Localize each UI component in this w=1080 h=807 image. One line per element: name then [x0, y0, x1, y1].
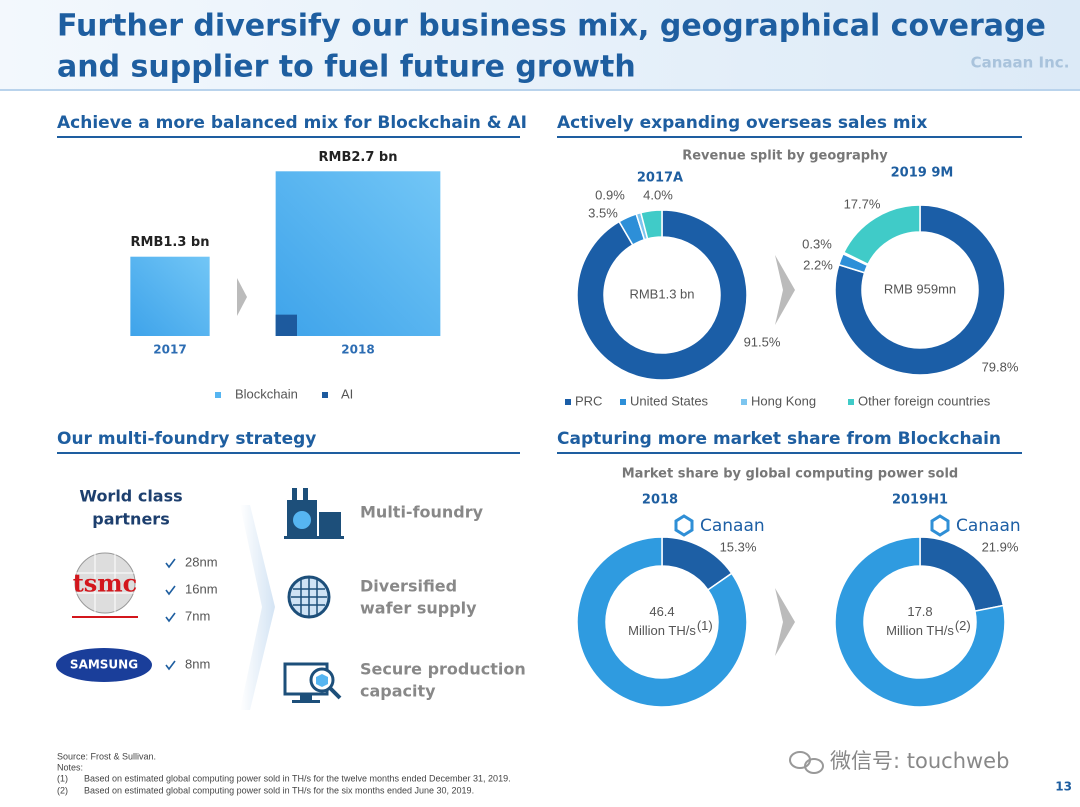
legend-label: Blockchain: [235, 386, 298, 401]
check: [165, 585, 176, 596]
value-label: 0.3%: [802, 236, 832, 251]
legend-label: PRC: [575, 393, 602, 408]
value-label: 15.3%: [720, 539, 757, 554]
donut-slice: [834, 536, 1006, 708]
header-band: [0, 0, 1080, 90]
check: [165, 660, 176, 671]
category-label: Canaan: [956, 516, 1021, 536]
center-label: RMB 959mn: [884, 281, 956, 296]
process-node: 28nm: [185, 554, 218, 569]
donut-slice: [639, 209, 663, 240]
section-title: Actively expanding overseas sales mix: [557, 113, 927, 133]
arrow: [775, 255, 795, 325]
donut-slice: [576, 209, 748, 381]
tsmc-logo: [72, 552, 138, 618]
value-label: 21.9%: [982, 539, 1019, 554]
note-text: Based on estimated global computing powe…: [84, 785, 474, 795]
value-label: 91.5%: [744, 334, 781, 349]
legend-marker: [215, 392, 221, 398]
value-label: 0.9%: [595, 187, 625, 202]
category-label: 2018: [341, 343, 374, 357]
section-title: Achieve a more balanced mix for Blockcha…: [57, 113, 527, 133]
note-mark: (1): [57, 773, 68, 783]
section-title: Our multi-foundry strategy: [57, 429, 316, 449]
strategy: Diversified: [360, 577, 457, 596]
title: Further diversify our business mix, geog…: [57, 9, 1046, 44]
donut-slice: [842, 204, 921, 266]
donut-slice: [834, 204, 1006, 376]
partner-name: tsmc: [73, 569, 138, 598]
logo-mark: [674, 514, 694, 537]
watermark: 微信号: touchweb: [830, 749, 1009, 773]
strategy: capacity: [360, 682, 436, 701]
process-node: 7nm: [185, 608, 210, 623]
logo: Canaan Inc.: [971, 54, 1070, 72]
partner-name: SAMSUNG: [70, 658, 138, 672]
source: Source: Frost & Sullivan.: [57, 751, 156, 761]
center-label: Million TH/s: [886, 623, 954, 638]
pie-title: 2017A: [637, 171, 683, 186]
legend-label: AI: [341, 386, 353, 401]
legend-label: Hong Kong: [751, 393, 816, 408]
chevron: [240, 505, 275, 710]
center-label: Million TH/s: [628, 623, 696, 638]
value-label: 2.2%: [803, 257, 833, 272]
watermark-icon: [789, 751, 824, 774]
legend-marker: [565, 399, 571, 405]
legend-label: United States: [630, 393, 709, 408]
legend-marker: [741, 399, 747, 405]
notes-title: Notes:: [57, 762, 83, 772]
blockchain-square: [130, 256, 210, 336]
center-label: 46.4: [649, 604, 674, 619]
samsung-logo: [56, 648, 152, 682]
process-node: 8nm: [185, 656, 210, 671]
wafer-icon: [287, 575, 331, 619]
ai-square: [275, 314, 297, 336]
section-rules: [57, 136, 1022, 454]
check: [165, 612, 176, 623]
category-label: Canaan: [700, 516, 765, 536]
legend-marker: [322, 392, 328, 398]
partners-title: World class: [79, 487, 182, 506]
pie-title: 2019 9M: [891, 166, 954, 181]
note-mark: (2): [57, 785, 68, 795]
strategy: wafer supply: [360, 599, 477, 618]
check: [165, 558, 176, 569]
note-mark: (2): [955, 618, 971, 633]
legend-marker: [848, 399, 854, 405]
arrow: [775, 588, 795, 656]
strategy: Multi-foundry: [360, 503, 484, 522]
center-label: 17.8: [907, 604, 932, 619]
blockchain-square: [275, 171, 441, 336]
category-label: 2017: [153, 343, 186, 357]
section-title: Capturing more market share from Blockch…: [557, 429, 1001, 449]
pie-title: 2019H1: [892, 493, 948, 508]
value-label: RMB1.3 bn: [131, 235, 210, 250]
logo-mark: [930, 514, 950, 537]
monitor-icon: [283, 662, 342, 703]
value-label: RMB2.7 bn: [319, 150, 398, 165]
legend-label: Other foreign countries: [858, 393, 991, 408]
value-label: 79.8%: [982, 359, 1019, 374]
chart-subtitle: Revenue split by geography: [682, 149, 888, 164]
value-label: 3.5%: [588, 205, 618, 220]
title: and supplier to fuel future growth: [57, 50, 636, 85]
value-label: 17.7%: [844, 196, 881, 211]
arrow: [237, 278, 247, 316]
factory-icon: [284, 488, 344, 539]
partners-title: partners: [92, 510, 169, 529]
strategy: Secure production: [360, 660, 526, 679]
note-text: Based on estimated global computing powe…: [84, 773, 511, 783]
value-label: 4.0%: [643, 187, 673, 202]
page-number: 13: [1055, 780, 1072, 794]
legend-marker: [620, 399, 626, 405]
chart-subtitle: Market share by global computing power s…: [622, 467, 958, 482]
process-node: 16nm: [185, 581, 218, 596]
pie-title: 2018: [642, 493, 678, 508]
center-label: RMB1.3 bn: [629, 286, 694, 301]
note-mark: (1): [697, 618, 713, 633]
donut-slice: [576, 536, 748, 708]
